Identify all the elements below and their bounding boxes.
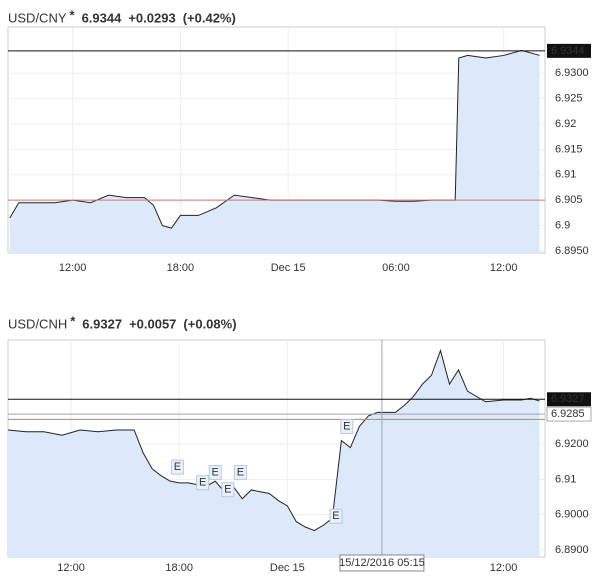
event-box — [170, 459, 184, 475]
price-line — [7, 348, 540, 532]
x-tick-label: 18:00 — [167, 262, 195, 274]
crosshair-y-box — [546, 406, 592, 422]
area — [8, 350, 540, 557]
symbol: USD/CNH — [8, 316, 67, 331]
change-pct: (+0.42%) — [183, 10, 236, 25]
y-tick-label: 6.8950 — [555, 245, 589, 257]
price: 6.9327 — [82, 316, 122, 331]
symbol: USD/CNY — [8, 10, 67, 25]
y-tick-label: 6.92 — [555, 118, 576, 130]
event-label: E — [343, 420, 350, 432]
event-box — [340, 419, 354, 435]
y-tick-label: 6.8900 — [555, 544, 589, 556]
y-tick-label: 6.9000 — [555, 509, 589, 521]
area — [9, 50, 540, 253]
x-tick-label: 12:00 — [490, 262, 518, 274]
event-box — [221, 482, 235, 498]
price: 6.9344 — [82, 10, 123, 25]
x-tick-label: Dec 15 — [270, 562, 305, 574]
y-tick-label: 6.91 — [555, 473, 576, 485]
y-tick-label: 6.9 — [555, 219, 570, 231]
x-tick-label: 12:00 — [57, 562, 85, 574]
y-tick-label: 6.9300 — [555, 67, 589, 79]
last-price-box — [547, 43, 591, 58]
x-tick-label: 06:00 — [382, 262, 410, 274]
change: +0.0057 — [129, 316, 176, 331]
change: +0.0293 — [128, 10, 175, 25]
event-label: E — [224, 484, 231, 496]
crosshair-x-box — [339, 554, 425, 572]
marker: * — [70, 7, 76, 22]
y-tick-label: 6.915 — [555, 143, 583, 155]
event-box — [208, 464, 222, 480]
y-tick-label: 6.905 — [555, 194, 583, 206]
event-box — [329, 508, 343, 524]
event-label: E — [174, 461, 181, 473]
event-label: E — [332, 510, 339, 522]
event-label: E — [199, 477, 206, 489]
event-label: E — [212, 466, 219, 478]
last-price-label: 6.9327 — [551, 393, 585, 405]
event-box — [196, 475, 210, 491]
x-tick-label: Dec 15 — [271, 262, 306, 274]
marker: * — [70, 313, 76, 328]
last-price-label: 6.9344 — [551, 45, 585, 57]
crosshair-x-label: 15/12/2016 05:15 — [339, 557, 425, 569]
y-tick-label: 6.925 — [555, 93, 583, 105]
x-tick-label: 12:00 — [59, 262, 87, 274]
change-pct: (+0.08%) — [183, 316, 236, 331]
price-line — [9, 49, 540, 229]
last-price-box — [547, 392, 591, 407]
event-box — [233, 464, 247, 480]
y-tick-label: 6.91 — [555, 169, 576, 181]
x-tick-label: 12:00 — [490, 562, 518, 574]
y-tick-label: 6.9200 — [555, 438, 589, 450]
event-label: E — [237, 466, 244, 478]
x-tick-label: 18:00 — [165, 562, 193, 574]
crosshair-y-label: 6.9285 — [551, 408, 585, 420]
